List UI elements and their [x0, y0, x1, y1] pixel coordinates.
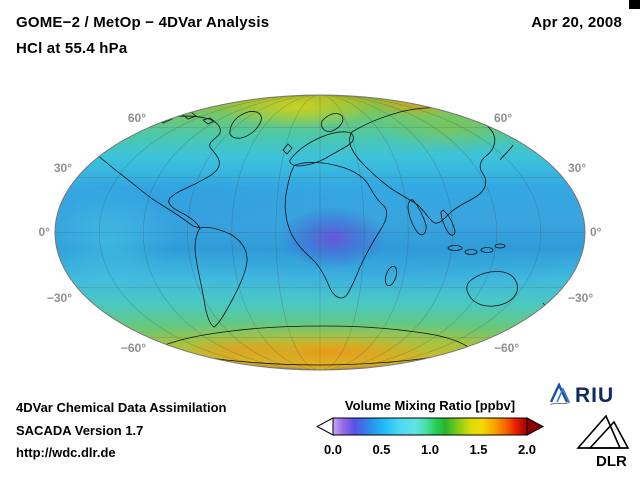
map-boundary: [54, 94, 586, 371]
colorbar-gradient: [332, 417, 528, 436]
riu-mark-icon-2: [556, 387, 570, 403]
field-blue-band-south: [175, 238, 585, 298]
madagascar: [384, 265, 398, 287]
riu-wave-icon: [549, 401, 571, 406]
latitude-labels: 60° 30° 0° −30° −60° 60° 30° 0° −30° −60…: [39, 111, 602, 355]
tick-label: 2.0: [518, 442, 536, 457]
date-label: Apr 20, 2008: [531, 14, 622, 31]
lat-label: 60°: [128, 111, 146, 125]
lat-label: 0°: [590, 225, 602, 239]
field-cyan-patch-west: [55, 188, 175, 292]
lat-label: −60°: [494, 341, 519, 355]
lat-label: 0°: [39, 225, 51, 239]
field-hcl-minimum-africa: [279, 207, 387, 269]
colorbar-title: Volume Mixing Ratio [ppbv]: [345, 398, 515, 413]
lat-label: 30°: [54, 161, 72, 175]
dlr-logo: DLR: [570, 410, 638, 472]
colorbar-under-arrow: [315, 417, 334, 436]
field-orange-antarctica-west: [185, 337, 295, 361]
colorbar: Volume Mixing Ratio [ppbv] 0.0 0.5 1.0 1…: [315, 398, 546, 462]
india: [407, 199, 427, 236]
continent-africa: [284, 162, 387, 299]
lat-label: −30°: [568, 291, 593, 305]
dlr-mark-icon: [576, 414, 622, 449]
continent-south-america: [194, 226, 248, 328]
tick-label: 1.0: [421, 442, 439, 457]
indonesia: [447, 243, 506, 255]
footer-line-2: SACADA Version 1.7: [16, 423, 144, 438]
british-isles: [282, 143, 293, 155]
lat-label: 30°: [568, 161, 586, 175]
dlr-mark-icon-2: [588, 420, 630, 449]
corner-mark: [629, 0, 640, 9]
lat-label: −60°: [121, 341, 146, 355]
page-subtitle: HCl at 55.4 hPa: [16, 40, 128, 57]
page-title: GOME−2 / MetOp − 4DVar Analysis: [16, 14, 270, 31]
tick-label: 1.5: [469, 442, 487, 457]
lat-label: −30°: [47, 291, 72, 305]
riu-mark-icon: [549, 382, 569, 403]
tick-label: 0.0: [324, 442, 342, 457]
australia: [466, 271, 518, 307]
indochina: [440, 209, 456, 236]
dlr-logo-text: DLR: [596, 453, 627, 470]
colorbar-ticks: 0.0 0.5 1.0 1.5 2.0: [324, 442, 536, 457]
footer-line-1: 4DVar Chemical Data Assimilation: [16, 400, 227, 415]
riu-logo-text: RIU: [575, 384, 614, 407]
scandinavia: [321, 113, 344, 132]
japan: [499, 144, 514, 161]
lat-label: 60°: [494, 111, 512, 125]
greenland: [229, 111, 262, 139]
footer-url: http://wdc.dlr.de: [16, 445, 116, 460]
colorbar-over-arrow: [526, 417, 545, 436]
field-yellow-north: [220, 95, 376, 128]
tick-label: 0.5: [372, 442, 390, 457]
riu-logo: RIU: [548, 378, 638, 410]
